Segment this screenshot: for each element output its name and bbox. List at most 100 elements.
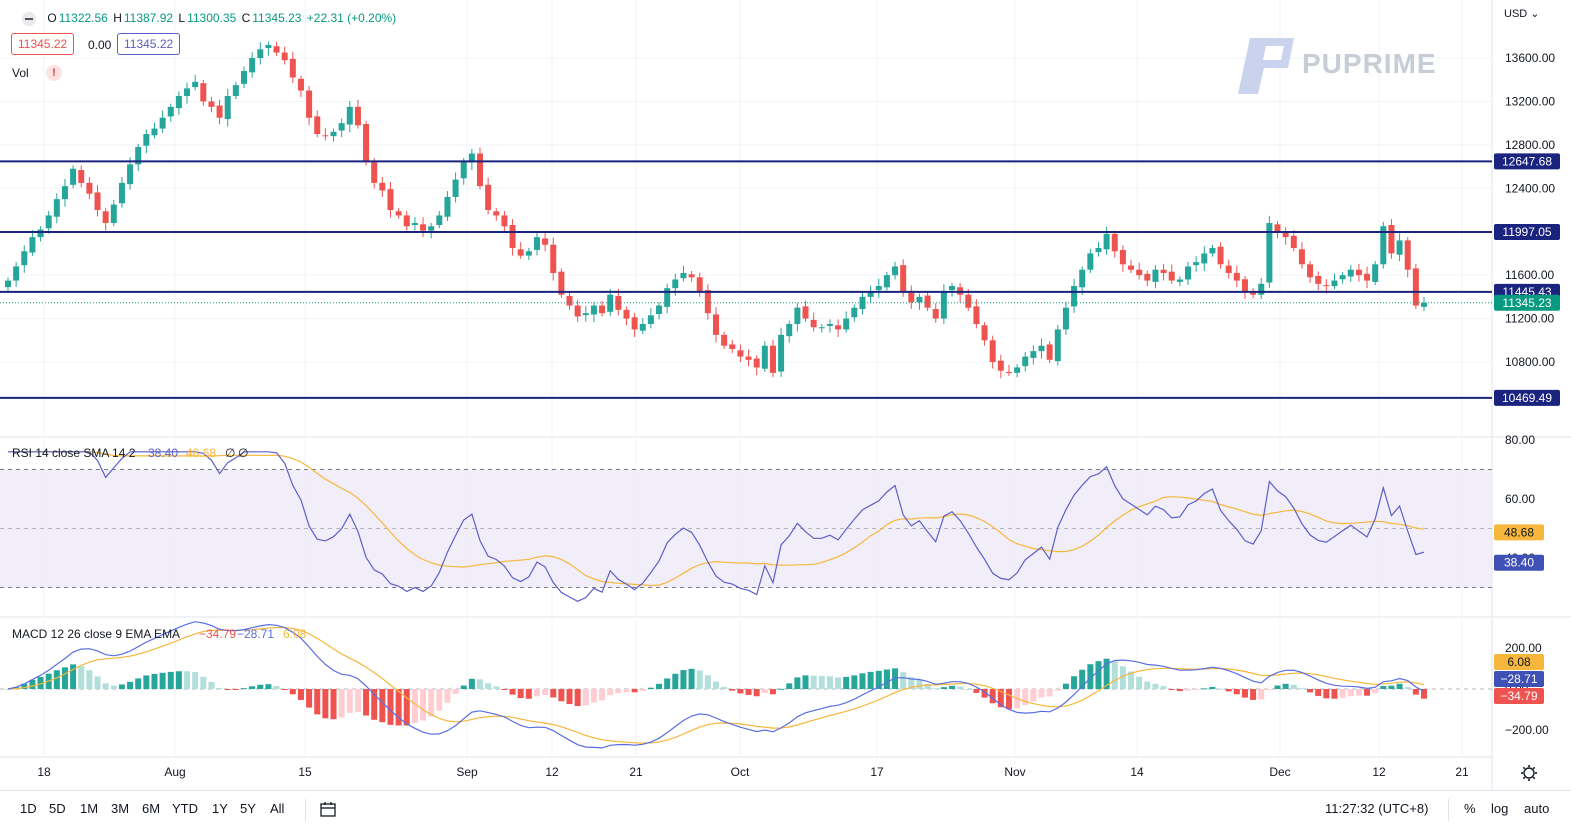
candle-body — [729, 344, 736, 349]
candle-body — [1274, 224, 1281, 232]
candle-body — [949, 286, 955, 291]
macd-histogram-bar — [965, 688, 972, 690]
candle-body — [1160, 269, 1167, 273]
candle-body — [1396, 240, 1403, 255]
currency-selector[interactable]: USD ⌄ — [1504, 7, 1540, 20]
macd-histogram-bar — [452, 689, 459, 695]
candle-body — [1062, 307, 1069, 330]
candle-body — [1022, 356, 1029, 367]
candle-body — [1168, 271, 1175, 281]
candle-body — [1412, 268, 1419, 306]
range-button-1d[interactable]: 1D — [20, 801, 37, 816]
macd-histogram-bar — [1217, 688, 1224, 690]
candle-body — [892, 266, 899, 276]
macd-histogram-bar — [1282, 683, 1289, 689]
macd-histogram-bar — [330, 689, 337, 720]
macd-histogram-bar — [1022, 689, 1029, 706]
range-button-5y[interactable]: 5Y — [240, 801, 256, 816]
range-button-all[interactable]: All — [270, 801, 285, 816]
macd-histogram-bar — [924, 683, 931, 689]
candle-body — [1364, 273, 1371, 281]
candle-body — [761, 345, 768, 369]
macd-histogram-bar — [1355, 689, 1362, 696]
range-button-3m[interactable]: 3M — [111, 801, 130, 816]
candle-body — [1347, 269, 1354, 277]
candle-body — [1388, 224, 1395, 254]
time-tick-label: Dec — [1269, 765, 1290, 779]
macd-histogram-bar — [1119, 666, 1126, 689]
volume-label: Vol — [12, 66, 29, 80]
candle-body — [184, 88, 191, 96]
macd-histogram-bar — [1087, 664, 1094, 689]
macd-histogram-bar — [631, 689, 638, 693]
settings-gear-icon[interactable] — [1521, 765, 1537, 781]
candle-body — [1136, 269, 1143, 276]
ohlc-o-label: O — [47, 11, 57, 25]
goto-date-icon[interactable] — [320, 801, 336, 817]
macd-histogram-bar — [363, 689, 370, 716]
candle-body — [241, 71, 247, 84]
candles-group — [5, 41, 1427, 379]
macd-histogram-bar — [208, 682, 215, 689]
macd-histogram-bar — [118, 684, 125, 689]
macd-histogram-bar — [1372, 689, 1379, 694]
range-button-6m[interactable]: 6M — [142, 801, 161, 816]
candle-body — [1355, 269, 1362, 276]
log-toggle[interactable]: log — [1491, 801, 1509, 816]
macd-histogram-bar — [37, 676, 44, 689]
candle-body — [1258, 283, 1265, 295]
range-button-ytd[interactable]: YTD — [172, 801, 198, 816]
macd-histogram-bar — [1241, 689, 1248, 698]
sell-price-box[interactable]: 11345.22 — [11, 33, 75, 55]
macd-histogram-bar — [721, 687, 728, 689]
macd-histogram-bar — [1347, 689, 1354, 697]
candle-body — [29, 237, 36, 253]
candle-body — [916, 296, 923, 303]
level-price-tag — [1494, 389, 1560, 406]
macd-histogram-bar — [867, 671, 874, 689]
candle-body — [314, 116, 321, 134]
candle-body — [1380, 226, 1387, 265]
candle-body — [1005, 371, 1012, 373]
macd-histogram-bar — [892, 668, 899, 689]
candle-body — [745, 356, 752, 360]
macd-histogram-bar — [989, 689, 996, 704]
macd-histogram-bar — [973, 689, 980, 693]
macd-histogram-bar — [908, 677, 915, 689]
candle-body — [1144, 273, 1151, 281]
macd-value-tag-label: −28.71 — [1500, 672, 1537, 686]
candle-body — [835, 325, 842, 330]
chart-canvas[interactable]: 18 Aug 15 Sep 12 21 Oct 17 Nov 14 Dec 12 21 13600.00 1… — [0, 0, 1571, 790]
macd-histogram-bar — [1152, 683, 1159, 689]
macd-histogram-bar — [1274, 685, 1281, 689]
candle-body — [411, 223, 418, 225]
macd-histogram-bar — [420, 689, 427, 721]
rsi-legend-title: RSI 14 close SMA 14 2 — [12, 446, 136, 460]
candle-body — [53, 199, 60, 217]
warning-icon[interactable]: ! — [46, 65, 62, 81]
macd-histogram-bar — [981, 689, 988, 698]
currency-label: USD — [1504, 8, 1528, 20]
macd-histogram-bar — [1103, 658, 1110, 689]
collapse-icon[interactable] — [22, 11, 36, 26]
candle-body — [1323, 285, 1330, 287]
range-button-5d[interactable]: 5D — [49, 801, 66, 816]
range-button-1y[interactable]: 1Y — [212, 801, 228, 816]
macd-histogram-bar — [485, 683, 492, 689]
candle-body — [696, 277, 703, 292]
macd-histogram-bar — [818, 676, 825, 689]
candle-body — [403, 215, 410, 227]
percent-toggle[interactable]: % — [1464, 801, 1476, 816]
auto-toggle[interactable]: auto — [1524, 801, 1550, 816]
macd-histogram-bar — [21, 683, 28, 689]
buy-price-box[interactable]: 11345.22 — [117, 33, 181, 55]
macd-histogram-bar — [1315, 689, 1322, 696]
candle-body — [851, 307, 858, 318]
macd-histogram-bar — [607, 689, 614, 696]
clock-readout[interactable]: 11:27:32 (UTC+8) — [1325, 801, 1429, 816]
macd-histogram-bar — [249, 686, 256, 689]
range-button-1m[interactable]: 1M — [80, 801, 99, 816]
macd-histogram-bar — [835, 677, 842, 689]
time-tick-label: 21 — [629, 765, 643, 779]
ohlc-l-label: L — [178, 11, 186, 25]
